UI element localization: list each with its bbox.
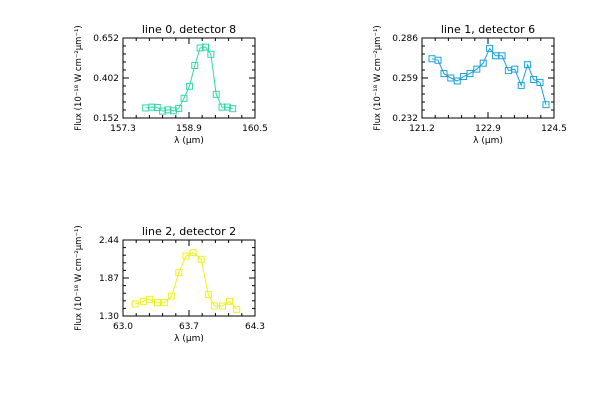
plot-frame — [421, 37, 555, 119]
data-point — [202, 43, 209, 51]
data-point — [219, 302, 227, 310]
data-point — [479, 59, 487, 67]
data-point — [210, 302, 218, 310]
data-point — [161, 299, 169, 307]
data-point — [175, 104, 183, 112]
data-point — [175, 269, 183, 277]
data-point — [196, 44, 204, 52]
y-tick-label: 0.652 — [93, 34, 119, 44]
chart-panel-1: 121.2 122.9 124.5 0.232 0.259 0.286 line 1, de… — [373, 23, 567, 146]
data-point — [466, 70, 474, 78]
y-axis-label: Flux (10⁻¹⁸ W cm⁻²μm⁻¹) — [74, 225, 84, 330]
data-point — [498, 52, 506, 60]
data-point — [207, 50, 215, 58]
x-axis-label: λ (μm) — [174, 136, 204, 146]
chart-panel-2: 63.0 63.7 64.3 1.30 1.87 2.44 line 2, detector… — [74, 225, 265, 344]
x-tick-label: 122.9 — [475, 124, 501, 134]
data-point — [185, 82, 193, 90]
data-point — [182, 252, 190, 260]
y-tick-label: 0.402 — [93, 74, 119, 84]
chart-title: line 1, detector 6 — [441, 23, 535, 36]
x-tick-label: 63.7 — [179, 322, 199, 332]
data-point — [189, 249, 197, 257]
data-point — [542, 101, 550, 109]
x-tick-label: 63.0 — [113, 322, 133, 332]
data-point — [159, 107, 167, 115]
data-point — [229, 105, 237, 113]
data-point — [148, 103, 156, 111]
series-line — [145, 46, 233, 112]
y-tick-label: 0.286 — [392, 34, 418, 44]
x-tick-label: 160.5 — [242, 124, 268, 134]
data-point — [524, 61, 532, 69]
y-tick-label: 0.152 — [93, 114, 119, 124]
x-tick-label: 121.2 — [409, 124, 435, 134]
data-point — [434, 56, 442, 64]
data-point — [197, 255, 205, 263]
data-point — [169, 107, 177, 115]
y-tick-label: 1.30 — [99, 312, 119, 322]
x-axis-label: λ (μm) — [174, 334, 204, 344]
y-tick-label: 2.44 — [99, 236, 119, 246]
data-point — [226, 297, 234, 305]
series-line — [135, 252, 238, 310]
y-tick-label: 1.87 — [99, 274, 119, 284]
data-point — [154, 299, 162, 307]
data-point — [212, 90, 220, 98]
x-tick-label: 157.3 — [110, 124, 136, 134]
data-point — [486, 44, 494, 52]
data-point — [145, 295, 153, 303]
chart-title: line 2, detector 2 — [142, 225, 236, 238]
data-point — [131, 300, 139, 308]
x-tick-label: 124.5 — [541, 124, 567, 134]
y-tick-label: 0.259 — [392, 74, 418, 84]
data-point — [168, 292, 176, 300]
y-axis-label: Flux (10⁻¹⁸ W cm⁻²μm⁻¹) — [74, 25, 84, 130]
data-point — [164, 106, 172, 114]
data-point — [180, 94, 188, 102]
data-point — [473, 65, 481, 73]
x-tick-label: 158.9 — [176, 124, 202, 134]
data-point — [153, 103, 161, 111]
data-point — [453, 77, 461, 85]
chart-panel-0: 157.3 158.9 160.5 0.152 0.402 0.652 line 0, de… — [74, 23, 268, 146]
data-point — [218, 103, 226, 111]
data-point — [536, 78, 544, 86]
series-line — [431, 47, 547, 105]
data-point — [511, 65, 519, 73]
data-point — [204, 291, 212, 299]
data-point — [223, 103, 231, 111]
y-axis-label: Flux (10⁻¹⁸ W cm⁻²μm⁻¹) — [373, 25, 383, 130]
x-tick-label: 64.3 — [245, 322, 265, 332]
data-point — [233, 305, 241, 313]
data-point — [191, 62, 199, 70]
x-axis-label: λ (μm) — [473, 136, 503, 146]
chart-title: line 0, detector 8 — [142, 23, 236, 36]
data-point — [440, 70, 448, 78]
y-tick-label: 0.232 — [392, 114, 418, 124]
data-point — [517, 81, 525, 89]
